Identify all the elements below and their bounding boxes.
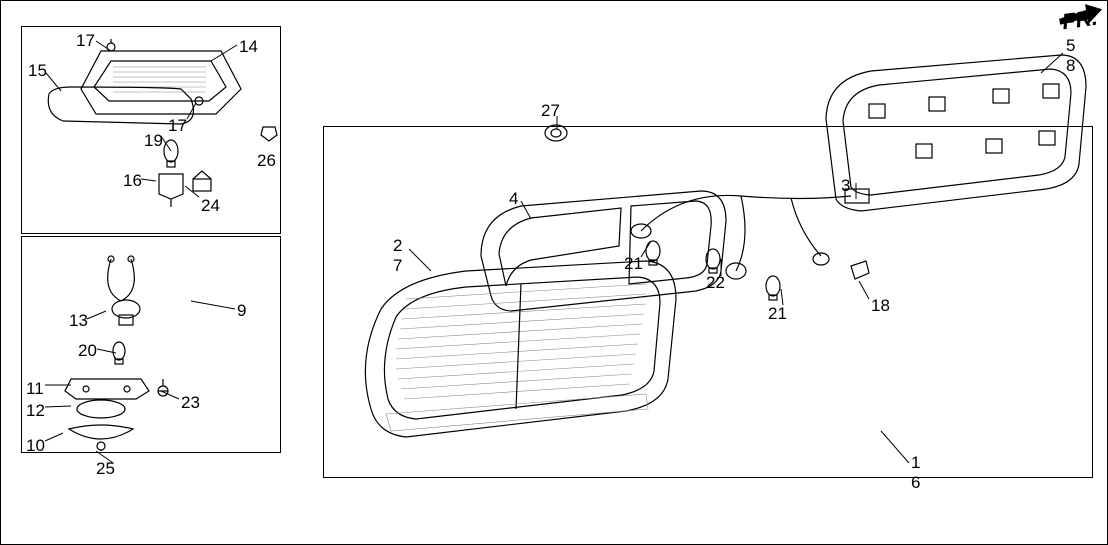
callout-18: 18 — [871, 296, 890, 316]
callout-12: 12 — [26, 401, 45, 421]
callout-16: 16 — [123, 171, 142, 191]
callout-24: 24 — [201, 196, 220, 216]
callout-7: 7 — [393, 256, 402, 276]
callout-19: 19 — [144, 131, 163, 151]
callout-21b: 21 — [768, 304, 787, 324]
callout-21a: 21 — [624, 254, 643, 274]
callout-9: 9 — [237, 301, 246, 321]
callout-11: 11 — [26, 379, 44, 399]
callout-5: 5 — [1066, 36, 1075, 56]
leader-lines — [1, 1, 1108, 545]
callout-8: 8 — [1066, 56, 1075, 76]
callout-3: 3 — [841, 176, 850, 196]
diagram-container: FR. — [0, 0, 1108, 545]
callout-4: 4 — [509, 189, 518, 209]
callout-2: 2 — [393, 236, 402, 256]
callout-13: 13 — [69, 311, 88, 331]
callout-20: 20 — [78, 341, 97, 361]
callout-17a: 17 — [76, 31, 95, 51]
callout-10: 10 — [26, 436, 45, 456]
callout-15: 15 — [28, 61, 47, 81]
callout-6: 6 — [911, 473, 920, 493]
callout-23: 23 — [181, 393, 200, 413]
callout-25: 25 — [96, 459, 115, 479]
callout-27: 27 — [541, 101, 560, 121]
callout-17b: 17 — [168, 116, 187, 136]
callout-1: 1 — [911, 453, 920, 473]
callout-14: 14 — [239, 37, 258, 57]
callout-26: 26 — [257, 151, 276, 171]
callout-22: 22 — [706, 273, 725, 293]
